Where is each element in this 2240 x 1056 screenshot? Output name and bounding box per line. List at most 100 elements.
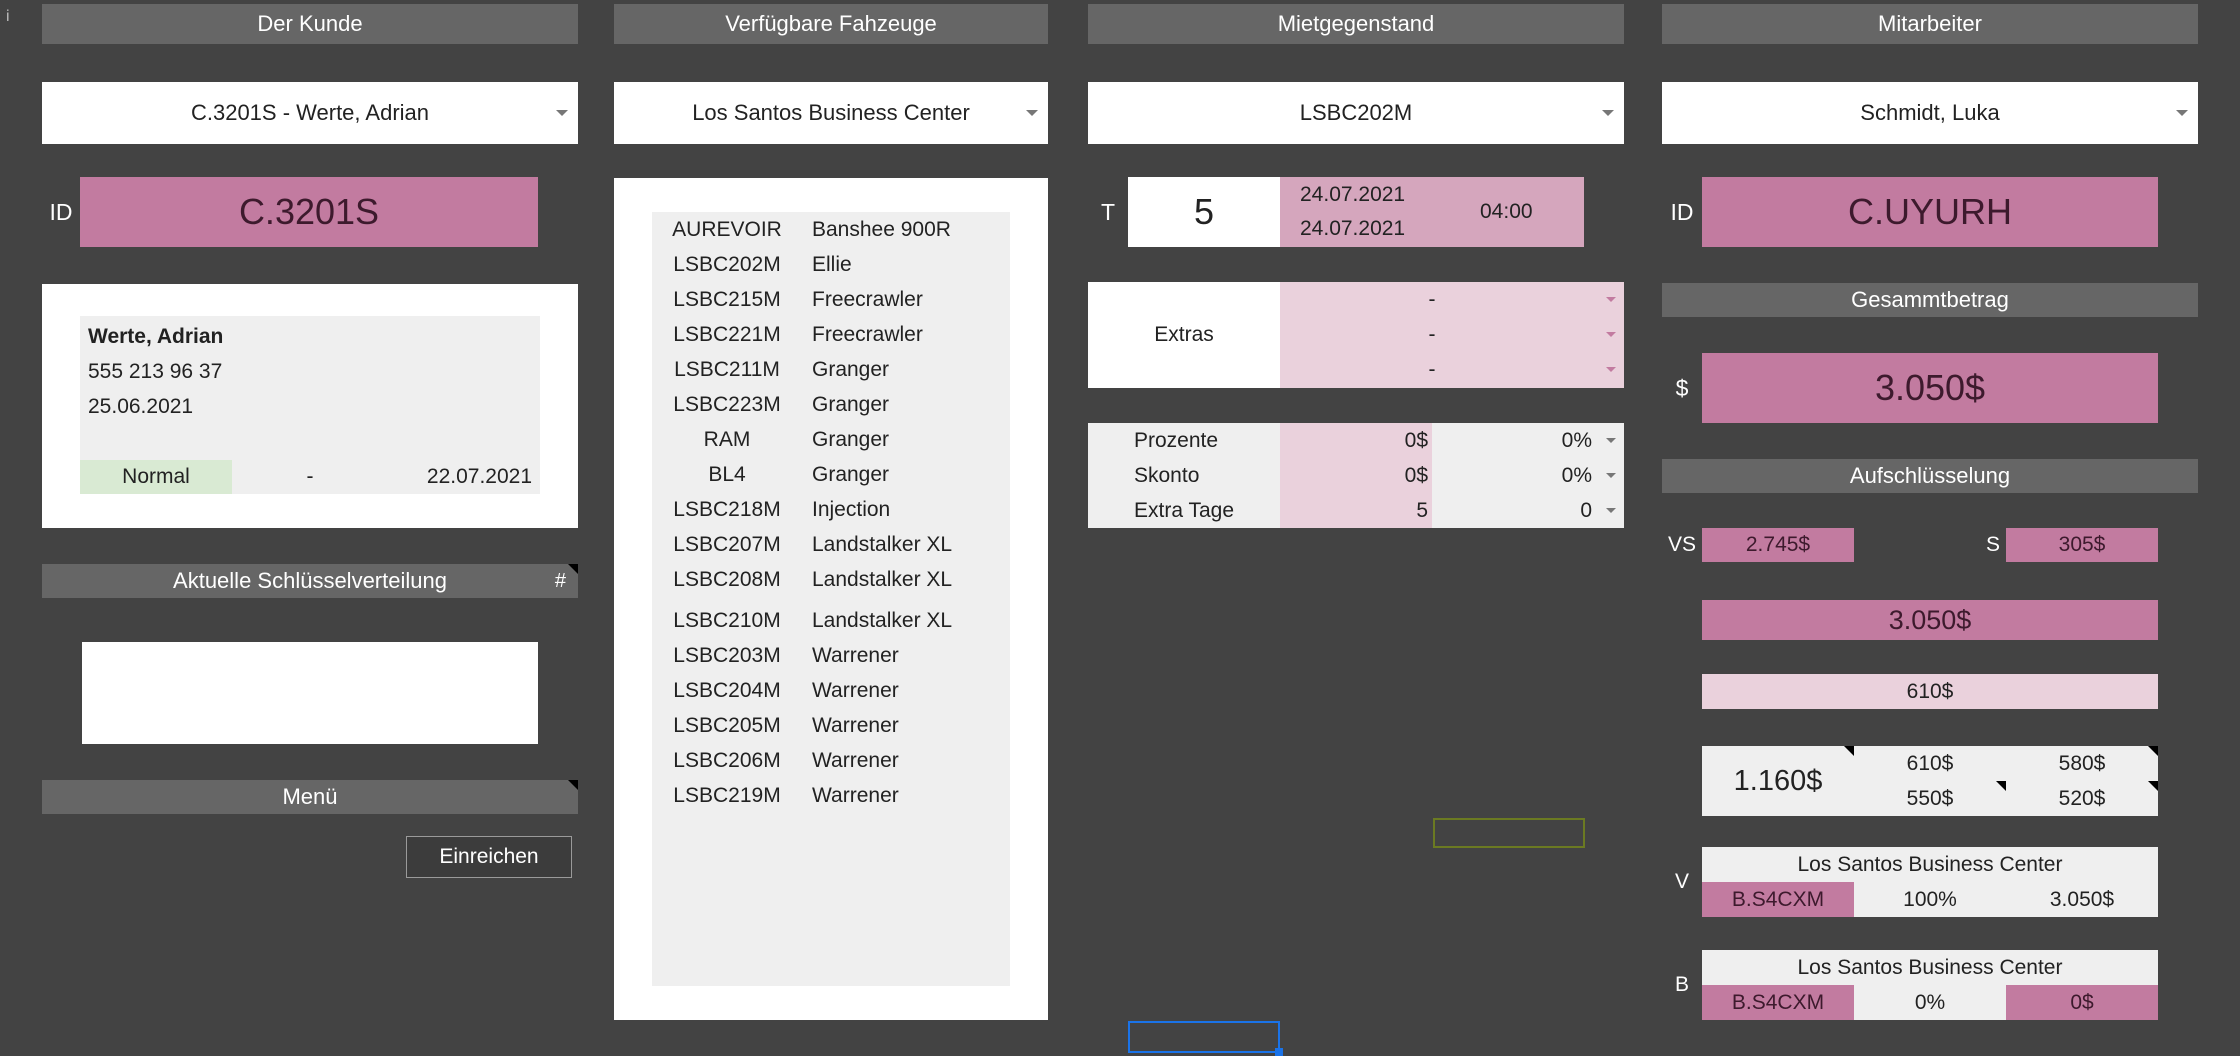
chevron-down-icon[interactable] [1606, 297, 1616, 302]
b-percent: 0% [1914, 990, 1946, 1014]
vehicle-list-card: AUREVOIR Banshee 900R LSBC202M Ellie LSBC215… [614, 178, 1048, 1020]
v-percent: 100% [1903, 887, 1957, 911]
vehicle-plate: LSBC203M [673, 643, 781, 667]
extra-tage-select[interactable]: 0 [1580, 498, 1592, 522]
note-marker-icon [2148, 746, 2158, 756]
vehicle-model: Warrener [812, 748, 899, 772]
grid-main-value: 1.160$ [1733, 764, 1823, 797]
chevron-down-icon[interactable] [1606, 508, 1616, 513]
vehicle-model: Landstalker XL [812, 608, 953, 632]
vehicle-plate: AUREVOIR [672, 217, 782, 241]
customer-dropdown[interactable]: C.3201S - Werte, Adrian [42, 82, 578, 144]
vehicle-list: AUREVOIR Banshee 900R LSBC202M Ellie LSBC215… [652, 212, 1010, 986]
extra-tage-value: 5 [1416, 498, 1428, 522]
days-input[interactable]: 5 [1128, 177, 1280, 247]
days-label: T [1100, 198, 1116, 225]
customer-dash: - [306, 465, 314, 488]
vehicle-row: LSBC207M Landstalker XL [652, 527, 1010, 562]
vehicle-row: LSBC221M Freecrawler [652, 317, 1010, 352]
header-schluesselverteilung: Aktuelle Schlüsselverteilung # [42, 564, 578, 598]
customer-date-2: 22.07.2021 [426, 465, 532, 488]
extra-select-3[interactable]: - [1428, 357, 1436, 381]
discount-pct-bg [1432, 423, 1624, 528]
v-amount: 3.050$ [2049, 887, 2115, 911]
vehicle-plate: LSBC210M [673, 608, 781, 632]
skonto-percent-select[interactable]: 0% [1561, 463, 1592, 487]
vehicle-model: Granger [812, 462, 890, 486]
s-label: S [1985, 533, 2000, 556]
vehicle-plate: LSBC211M [674, 357, 780, 381]
chevron-down-icon[interactable] [1606, 438, 1616, 443]
employee-id-value: C.UYURH [1702, 177, 2158, 247]
rental-date-to[interactable]: 24.07.2021 [1300, 217, 1406, 240]
vehicle-dropdown[interactable]: LSBC202M [1088, 82, 1624, 144]
total-currency-label: $ [1675, 374, 1689, 401]
chevron-down-icon[interactable] [1606, 473, 1616, 478]
vehicle-row: LSBC211M Granger [652, 352, 1010, 387]
chevron-down-icon[interactable] [1606, 332, 1616, 337]
v-location: Los Santos Business Center [1797, 852, 2063, 876]
breakdown-sum: 3.050$ [1702, 600, 2158, 640]
customer-date: 25.06.2021 [88, 395, 194, 418]
customer-phone: 555 213 96 37 [88, 360, 223, 383]
header-menu: Menü [42, 780, 578, 814]
v-label: V [1674, 870, 1689, 893]
vehicle-plate: LSBC219M [673, 783, 781, 807]
note-marker-icon [2148, 781, 2158, 791]
breakdown-deposit: 610$ [1702, 674, 2158, 709]
rental-period: 24.07.2021 24.07.2021 04:00 [1280, 177, 1584, 247]
header-mitarbeiter: Mitarbeiter [1662, 4, 2198, 44]
keys-header-label: Aktuelle Schlüsselverteilung [173, 568, 447, 593]
employee-dropdown[interactable]: Schmidt, Luka [1662, 82, 2198, 144]
submit-button[interactable]: Einreichen [406, 836, 572, 878]
header-mietgegenstand: Mietgegenstand [1088, 4, 1624, 44]
extra-select-1[interactable]: - [1428, 287, 1436, 311]
vs-label: VS [1667, 533, 1696, 556]
grid-value-4: 520$ [2058, 786, 2106, 810]
s-value: 305$ [2006, 528, 2158, 562]
vehicle-rows: AUREVOIR Banshee 900R LSBC202M Ellie LSBC215… [652, 212, 1010, 813]
chevron-down-icon[interactable] [1026, 110, 1038, 116]
b-label: B [1674, 973, 1689, 996]
discount-amounts-bg [1280, 423, 1432, 528]
employee-dropdown-value: Schmidt, Luka [1860, 100, 2000, 125]
vehicle-model: Landstalker XL [812, 567, 953, 591]
discount-table: Prozente 0$ 0% Skonto 0$ 0% Extra Tage 5… [1088, 423, 1624, 528]
note-marker-icon [568, 564, 578, 574]
vehicle-model: Freecrawler [812, 287, 923, 311]
location-dropdown[interactable]: Los Santos Business Center [614, 82, 1048, 144]
note-marker-icon [568, 780, 578, 790]
vehicle-model: Ellie [812, 252, 852, 276]
vehicle-row: LSBC205M Warrener [652, 708, 1010, 743]
vehicle-plate: BL4 [708, 462, 746, 486]
chevron-down-icon[interactable] [1606, 367, 1616, 372]
customer-card: Werte, Adrian 555 213 96 37 25.06.2021 N… [42, 284, 578, 528]
total-amount: 3.050$ [1702, 353, 2158, 423]
rental-time[interactable]: 04:00 [1480, 200, 1533, 223]
chevron-down-icon[interactable] [1602, 110, 1614, 116]
vehicle-model: Banshee 900R [812, 217, 951, 241]
vehicle-plate: RAM [703, 427, 751, 451]
customer-id-label: ID [49, 198, 73, 225]
vehicle-model: Warrener [812, 643, 899, 667]
vehicle-plate: LSBC218M [673, 497, 781, 521]
breakdown-grid: 1.160$ 610$ 580$ 550$ 520$ [1702, 746, 2158, 816]
header-fahrzeuge: Verfügbare Fahzeuge [614, 4, 1048, 44]
chevron-down-icon[interactable] [2176, 110, 2188, 116]
active-cell-cursor[interactable] [1128, 1021, 1280, 1053]
vehicle-model: Warrener [812, 783, 899, 807]
header-kunde: Der Kunde [42, 4, 578, 44]
customer-info-panel: Werte, Adrian 555 213 96 37 25.06.2021 N… [80, 316, 540, 494]
discount-labels-bg [1088, 423, 1280, 528]
vehicle-row: LSBC218M Injection [652, 492, 1010, 527]
vehicle-model: Granger [812, 357, 890, 381]
vehicle-row: BL4 Granger [652, 457, 1010, 492]
chevron-down-icon[interactable] [556, 110, 568, 116]
fill-handle[interactable] [1275, 1048, 1283, 1056]
prozente-percent-select[interactable]: 0% [1561, 428, 1592, 452]
vehicle-row: LSBC202M Ellie [652, 247, 1010, 282]
extra-select-2[interactable]: - [1428, 322, 1436, 346]
grid-value-3: 550$ [1906, 786, 1954, 810]
vehicle-row: LSBC219M Warrener [652, 778, 1010, 813]
rental-date-from[interactable]: 24.07.2021 [1300, 183, 1406, 206]
